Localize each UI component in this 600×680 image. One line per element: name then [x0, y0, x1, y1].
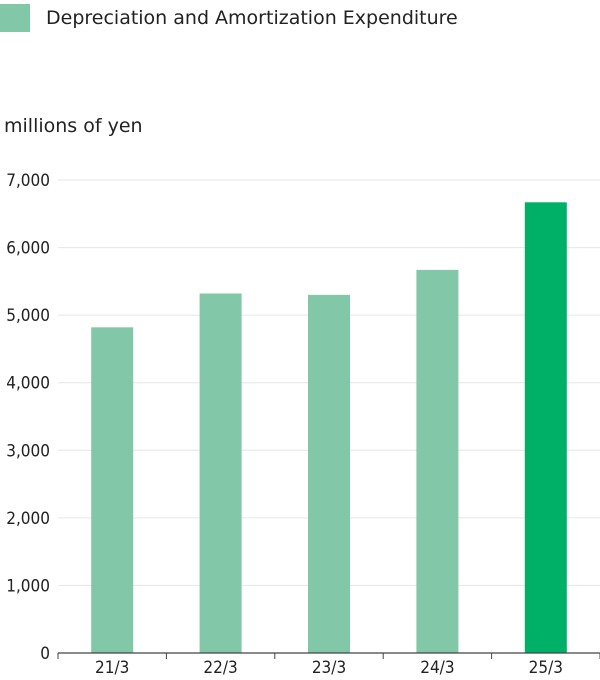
bar	[416, 269, 459, 653]
y-tick-label: 6,000	[6, 239, 50, 259]
bar	[91, 327, 134, 653]
bar	[524, 202, 567, 653]
y-tick-label: 5,000	[6, 306, 50, 326]
y-tick-label: 0	[40, 644, 50, 664]
y-tick-label: 2,000	[6, 509, 50, 529]
x-tick-label: 25/3	[529, 658, 563, 678]
bar	[308, 294, 350, 653]
y-tick-label: 1,000	[6, 576, 50, 596]
y-axis-unit-label: millions of yen	[4, 115, 143, 137]
x-tick-label: 23/3	[312, 658, 346, 678]
legend-label: Depreciation and Amortization Expenditur…	[46, 7, 458, 29]
y-tick-label: 3,000	[6, 441, 50, 461]
legend: Depreciation and Amortization Expenditur…	[0, 4, 458, 32]
y-tick-label: 4,000	[6, 374, 50, 394]
legend-swatch	[0, 4, 30, 32]
x-tick-label: 21/3	[95, 658, 129, 678]
x-tick-label: 22/3	[203, 658, 237, 678]
x-tick-label: 24/3	[420, 658, 454, 678]
bar	[199, 293, 242, 653]
y-tick-label: 7,000	[6, 171, 50, 191]
